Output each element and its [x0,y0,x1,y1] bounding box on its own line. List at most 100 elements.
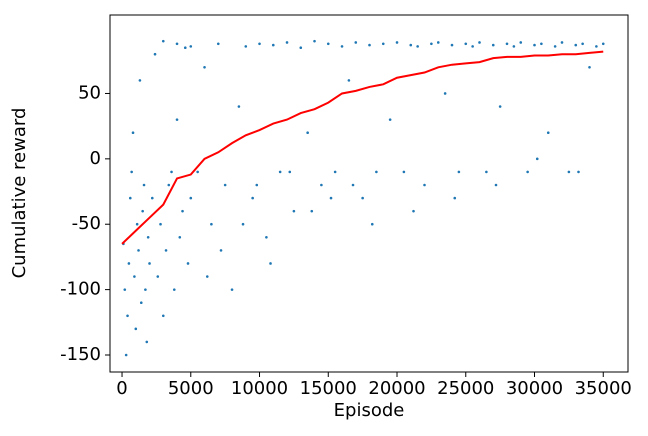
point [595,45,598,48]
point [313,39,316,43]
point [567,170,571,174]
point [326,42,330,46]
point [146,236,150,239]
point [210,222,213,226]
point [161,314,165,318]
point [131,131,135,134]
y-tick-label: -50 [72,213,101,234]
point [381,42,385,46]
point [601,42,605,46]
x-tick-label: 25000 [437,378,494,399]
point [478,41,481,44]
point [153,52,157,56]
point [139,301,143,304]
point [150,196,154,200]
point [278,170,282,174]
point [189,196,193,200]
point [126,314,129,318]
point [142,183,146,187]
x-tick-label: 10000 [231,378,288,399]
point [368,43,371,47]
point [395,41,399,44]
point [361,196,364,200]
point [375,170,378,174]
point [457,170,461,174]
point [128,196,132,200]
point [412,209,415,213]
point [269,262,272,265]
point [333,170,337,174]
point [491,43,495,47]
point [347,79,351,82]
point [320,183,323,187]
point [178,236,182,239]
point [167,183,171,187]
point [161,39,165,43]
point [137,249,140,252]
point [535,157,539,161]
point [505,42,509,46]
point [183,46,187,49]
point [423,183,426,187]
point [540,42,543,46]
point [588,66,591,69]
point [223,183,227,187]
y-tick-label: -150 [60,344,101,365]
x-tick-label: 20000 [368,378,425,399]
point [205,275,209,278]
point [464,42,468,46]
point [577,170,580,174]
point [237,105,241,108]
point [288,170,292,174]
x-tick-label: 5000 [168,378,214,399]
point [512,45,516,48]
plot-frame [109,14,629,373]
point [533,43,536,47]
point [329,196,333,200]
point [299,46,303,49]
point [255,183,259,187]
point [351,183,355,187]
point [409,43,413,47]
point [436,41,440,44]
point [134,327,138,331]
point [494,183,498,187]
point [159,222,162,226]
point [203,66,206,69]
point [443,92,447,95]
point [471,45,474,48]
point [354,41,358,44]
y-tick-label: 0 [90,148,101,169]
point [170,170,173,174]
point [498,105,502,108]
point [310,209,314,213]
x-tick-label: 35000 [575,378,632,399]
point [370,222,374,226]
point [560,41,564,44]
point [145,340,149,344]
point [135,222,139,226]
point [130,170,133,174]
point [189,45,193,48]
point [258,42,261,46]
point [292,209,296,213]
point [402,170,406,174]
point [450,43,454,47]
point [181,209,184,213]
point [546,131,550,134]
point [553,45,557,48]
point [127,262,131,265]
point [230,288,234,291]
point [265,236,268,239]
point [285,41,289,44]
point [574,43,578,47]
point [196,170,199,174]
y-tick-label: -100 [60,279,101,300]
point [485,170,488,174]
point [526,170,529,174]
point [219,249,223,252]
point [124,353,128,357]
point [581,42,584,46]
point [306,131,309,134]
